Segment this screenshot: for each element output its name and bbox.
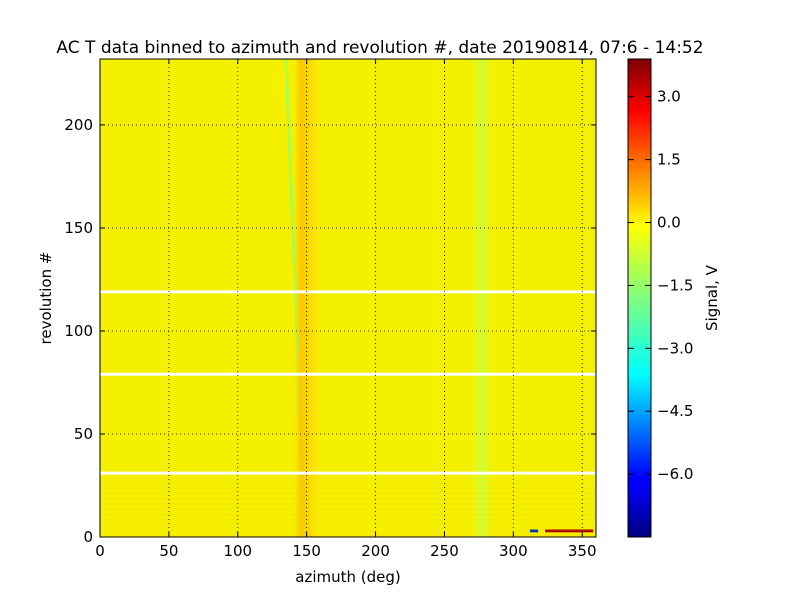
colorbar-tick-label: −4.5: [657, 402, 693, 420]
x-tick-label: 200: [361, 542, 390, 560]
heatmap-missing-row: [100, 372, 596, 376]
heatmap-cold-spot: [529, 529, 539, 533]
colorbar-tick-label: −1.5: [657, 276, 693, 294]
y-tick-label: 150: [64, 219, 93, 237]
heatmap-row-noise: [100, 524, 596, 526]
heatmap-missing-row: [100, 471, 596, 475]
x-tick-label: 50: [159, 542, 178, 560]
y-tick-label: 200: [64, 116, 93, 134]
x-tick-label: 100: [223, 542, 252, 560]
colorbar: [627, 58, 652, 538]
heatmap-plot-area: [100, 59, 596, 537]
heatmap-band: [469, 59, 495, 537]
y-axis-label: revolution #: [37, 252, 55, 345]
heatmap-row-noise: [100, 513, 596, 515]
x-axis: 0 50 100 150 200 250 300 350: [95, 59, 597, 560]
heatmap-row-noise: [100, 493, 596, 495]
grid-lines: [100, 59, 596, 537]
heatmap-row-noise: [100, 518, 596, 520]
colorbar-label: Signal, V: [703, 264, 721, 331]
heatmap-row-noise: [100, 477, 596, 479]
heatmap-row-noise: [100, 534, 596, 536]
heatmap-band: [294, 59, 321, 537]
y-tick-label: 100: [64, 322, 93, 340]
x-tick-label: 0: [95, 542, 105, 560]
heatmap-missing-row: [100, 290, 596, 294]
heatmap-row-noise: [100, 488, 596, 490]
x-tick-label: 350: [568, 542, 597, 560]
y-tick-label: 0: [83, 528, 93, 546]
heatmap-row-noise: [100, 529, 596, 531]
colorbar-tick-label: 1.5: [657, 151, 681, 169]
heatmap-row-noise: [100, 498, 596, 500]
heatmap-row-noise: [100, 503, 596, 505]
colorbar-tick-label: 0.0: [657, 214, 681, 232]
chart-title: AC T data binned to azimuth and revoluti…: [56, 38, 703, 58]
colorbar-tick-label: −3.0: [657, 339, 693, 357]
colorbar-tick-label: −6.0: [657, 465, 693, 483]
y-axis: 0 50 100 150 200: [64, 116, 596, 546]
heatmap-row-noise: [100, 508, 596, 510]
x-tick-label: 250: [430, 542, 459, 560]
x-axis-label: azimuth (deg): [295, 568, 400, 586]
y-tick-label: 50: [74, 425, 93, 443]
heatmap-row-noise: [100, 482, 596, 484]
heatmap-hot-spot: [545, 529, 594, 533]
colorbar-ticks: 3.0 1.5 0.0 −1.5 −3.0 −4.5 −6.0: [628, 88, 693, 483]
x-tick-label: 300: [499, 542, 528, 560]
plot-frame: [99, 58, 597, 538]
x-tick-label: 150: [292, 542, 321, 560]
colorbar-tick-label: 3.0: [657, 88, 681, 106]
heatmap-background: [100, 59, 596, 537]
